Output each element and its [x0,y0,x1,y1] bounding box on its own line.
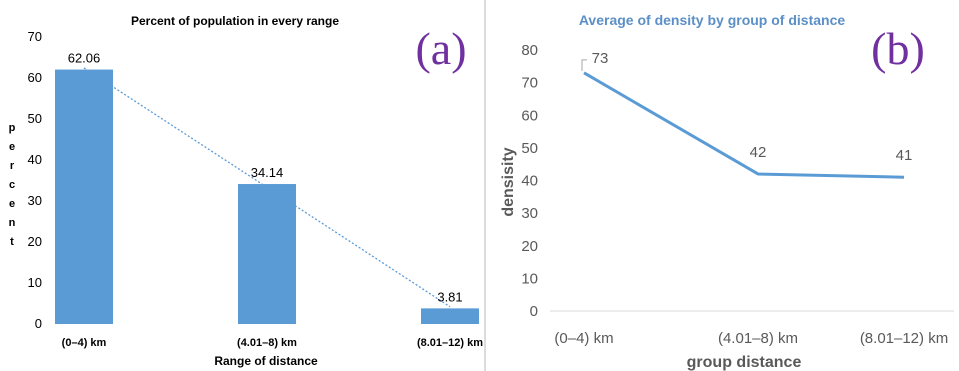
bar [55,69,113,324]
y-axis-label: densisity [500,147,517,216]
y-tick-label: 60 [521,107,538,124]
x-tick-label: (0–4) km [62,337,107,349]
y-tick-label: 80 [521,42,538,59]
x-tick-label: (4.01–8) km [237,337,297,349]
data-labels: 73 42 41 [592,50,913,164]
y-tick-label: 40 [28,152,42,167]
y-tick-label: 50 [521,140,538,157]
x-axis-label: Range of distance [214,354,318,368]
y-axis-ticks: 0 10 20 30 40 50 60 70 80 [521,42,538,320]
x-tick-label: (4.01–8) km [718,330,798,347]
data-label: 41 [896,147,913,164]
series-line-group [581,59,905,179]
trendline-group [83,67,451,308]
data-labels: 62.06 34.14 3.81 [68,51,463,305]
chart-panel-a: (a) Percent of population in every range… [8,14,484,368]
y-axis-label-letter: e [9,141,15,153]
y-tick-label: 30 [28,193,42,208]
y-tick-label: 40 [521,173,538,190]
series-line [583,71,905,179]
y-axis-label-letter: c [9,179,15,191]
y-axis-ticks: 0 10 20 30 40 50 60 70 [28,29,42,331]
y-tick-label: 10 [28,275,42,290]
y-axis-label-letter: t [10,236,14,248]
bar [421,308,479,324]
data-label: 62.06 [68,51,101,66]
y-axis-label-letter: e [9,198,15,210]
chart-title: Average of density by group of distance [579,12,846,28]
x-axis-ticks: (0–4) km (4.01–8) km (8.01–12) km [62,337,484,349]
data-label: 42 [750,144,767,161]
y-tick-label: 20 [521,238,538,255]
panel-divider [484,0,486,371]
panel-label: (b) [871,23,925,74]
x-tick-label: (8.01–12) km [860,330,948,347]
data-label: 3.81 [437,289,462,304]
y-tick-label: 50 [28,111,42,126]
y-axis-label-letter: r [10,160,15,172]
y-tick-label: 10 [521,270,538,287]
x-axis-label: group distance [687,354,802,371]
data-label: 73 [592,50,609,67]
bar [238,184,296,324]
data-label: 34.14 [251,165,284,180]
y-tick-label: 30 [521,205,538,222]
trendline [83,67,451,308]
chart-panel-b: (b) Average of density by group of dista… [486,0,959,371]
panel-label: (a) [415,23,466,74]
bars [55,69,479,324]
x-axis-ticks: (0–4) km (4.01–8) km (8.01–12) km [554,330,948,347]
label-leader-line [581,59,587,71]
y-tick-label: 0 [530,303,538,320]
y-tick-label: 20 [28,234,42,249]
x-tick-label: (0–4) km [554,330,613,347]
y-tick-label: 70 [521,75,538,92]
x-tick-label: (8.01–12) km [417,337,483,349]
line-chart-svg: (b) Average of density by group of dista… [500,12,954,371]
y-axis-label-letter: p [9,122,16,134]
bar-chart-svg: (a) Percent of population in every range… [9,14,484,368]
y-axis-label-letter: n [9,217,16,229]
y-tick-label: 70 [28,29,42,44]
y-tick-label: 0 [35,316,42,331]
y-tick-label: 60 [28,70,42,85]
chart-title: Percent of population in every range [131,14,339,28]
